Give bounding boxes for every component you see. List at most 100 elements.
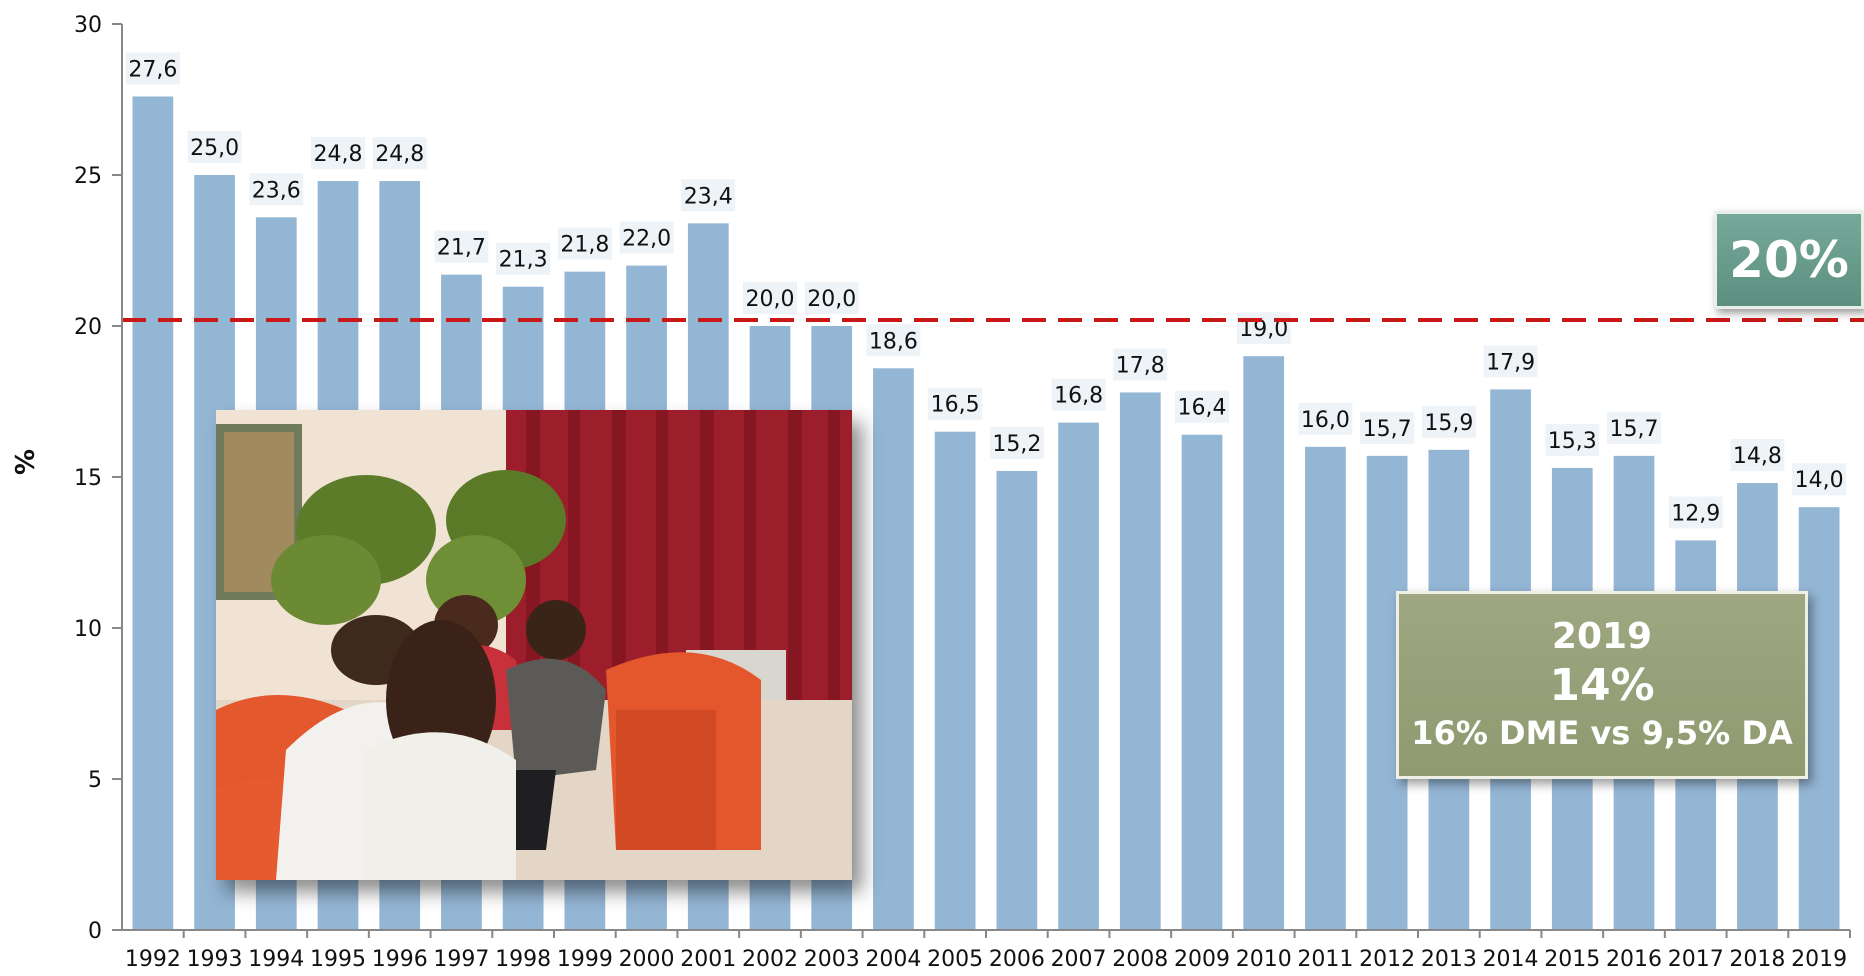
bar-2005 [934,431,976,930]
data-label-1997: 21,7 [437,236,486,261]
data-label-2017: 12,9 [1671,501,1720,526]
data-label-bg [1236,312,1291,345]
data-label-bg [1113,348,1168,381]
x-tick-label-2012: 2012 [1359,947,1415,972]
data-label-bg [1360,411,1415,444]
data-label-bg [372,137,427,170]
x-tick-label-2014: 2014 [1483,947,1539,972]
data-label-2002: 20,0 [746,287,795,312]
data-label-bg [187,131,242,163]
x-tick-label-2016: 2016 [1606,947,1662,972]
info-box-detail: 16% DME vs 9,5% DA [1411,714,1793,753]
data-label-1995: 24,8 [314,142,363,167]
data-label-2016: 15,7 [1610,417,1659,442]
x-tick-label-1992: 1992 [125,947,181,972]
data-label-2018: 14,8 [1733,444,1782,469]
data-label-bg [1483,345,1538,378]
data-label-bg [125,52,180,85]
x-tick-label-2002: 2002 [742,947,798,972]
bar-2006 [996,470,1038,930]
info-box-year: 2019 [1551,616,1653,658]
bar-2007 [1058,422,1099,930]
data-label-bg [311,137,365,170]
data-label-bg [1545,423,1600,456]
bar-2008 [1119,392,1161,930]
bar-2010 [1243,356,1285,930]
data-label-2008: 17,8 [1116,353,1165,378]
y-tick-label: 30 [74,13,102,38]
data-label-2003: 20,0 [807,287,856,312]
x-tick-label-2000: 2000 [619,947,675,972]
x-tick-label-1999: 1999 [557,947,613,972]
bar-2011 [1305,446,1346,930]
x-tick-label-1996: 1996 [372,947,428,972]
data-label-1994: 23,6 [252,178,301,203]
x-tick-label-2010: 2010 [1236,947,1292,972]
bar-2004 [873,368,914,930]
info-box-value: 14% [1549,660,1655,712]
data-label-1993: 25,0 [190,136,239,161]
data-label-bg [496,242,551,275]
data-label-bg [1175,390,1229,423]
x-tick-label-1997: 1997 [433,947,489,972]
data-label-bg [1051,378,1106,411]
data-label-bg [681,179,736,212]
data-label-bg [1421,405,1476,438]
x-tick-label-1994: 1994 [248,947,304,972]
x-tick-label-1998: 1998 [495,947,551,972]
data-label-2012: 15,7 [1363,417,1412,442]
y-tick-label: 5 [88,768,102,793]
data-label-2015: 15,3 [1548,429,1597,454]
reference-badge-text: 20% [1729,231,1849,289]
x-tick-label-2009: 2009 [1174,947,1230,972]
x-tick-label-2001: 2001 [680,947,736,972]
data-label-2004: 18,6 [869,329,918,354]
x-tick-label-2003: 2003 [804,947,860,972]
y-axis-label: % [11,449,41,475]
data-label-1996: 24,8 [375,142,424,167]
x-tick-label-2018: 2018 [1729,947,1785,972]
data-label-bg [1730,439,1785,472]
data-label-2009: 16,4 [1178,396,1227,421]
photo-image [216,410,852,880]
data-label-bg [434,230,489,263]
data-label-2013: 15,9 [1424,411,1473,436]
x-tick-label-2015: 2015 [1544,947,1600,972]
x-tick-label-2011: 2011 [1297,947,1353,972]
y-tick-label: 20 [74,315,102,340]
y-tick-label: 15 [74,466,102,491]
x-tick-label-2013: 2013 [1421,947,1477,972]
data-label-bg [1607,411,1661,444]
data-label-2006: 15,2 [992,432,1041,457]
x-tick-label-1995: 1995 [310,947,366,972]
data-label-bg [989,426,1044,459]
x-tick-label-2006: 2006 [989,947,1045,972]
data-label-1998: 21,3 [499,248,548,273]
y-tick-label: 25 [74,164,102,189]
data-label-bg [1668,496,1723,529]
data-label-2014: 17,9 [1486,350,1535,375]
x-tick-label-2017: 2017 [1668,947,1724,972]
data-label-1992: 27,6 [128,57,177,82]
x-tick-label-2007: 2007 [1051,947,1107,972]
y-tick-label: 0 [88,919,102,944]
data-label-2005: 16,5 [931,393,980,418]
data-label-2011: 16,0 [1301,408,1350,433]
info-box: 2019 14% 16% DME vs 9,5% DA [1396,591,1808,779]
x-tick-label-2019: 2019 [1791,947,1847,972]
data-label-2019: 14,0 [1795,468,1844,493]
data-label-bg [804,282,859,314]
x-tick-label-2004: 2004 [865,947,921,972]
x-tick-label-2005: 2005 [927,947,983,972]
meeting-photo [216,410,852,880]
x-tick-label-2008: 2008 [1112,947,1168,972]
data-label-bg [249,173,304,206]
reference-badge: 20% [1714,211,1864,309]
bar-1992 [132,96,174,931]
data-label-2001: 23,4 [684,184,733,209]
data-label-2000: 22,0 [622,227,671,252]
bar-2009 [1181,434,1223,930]
data-label-1999: 21,8 [560,233,609,258]
x-tick-label-1993: 1993 [187,947,243,972]
data-label-bg [743,282,797,314]
